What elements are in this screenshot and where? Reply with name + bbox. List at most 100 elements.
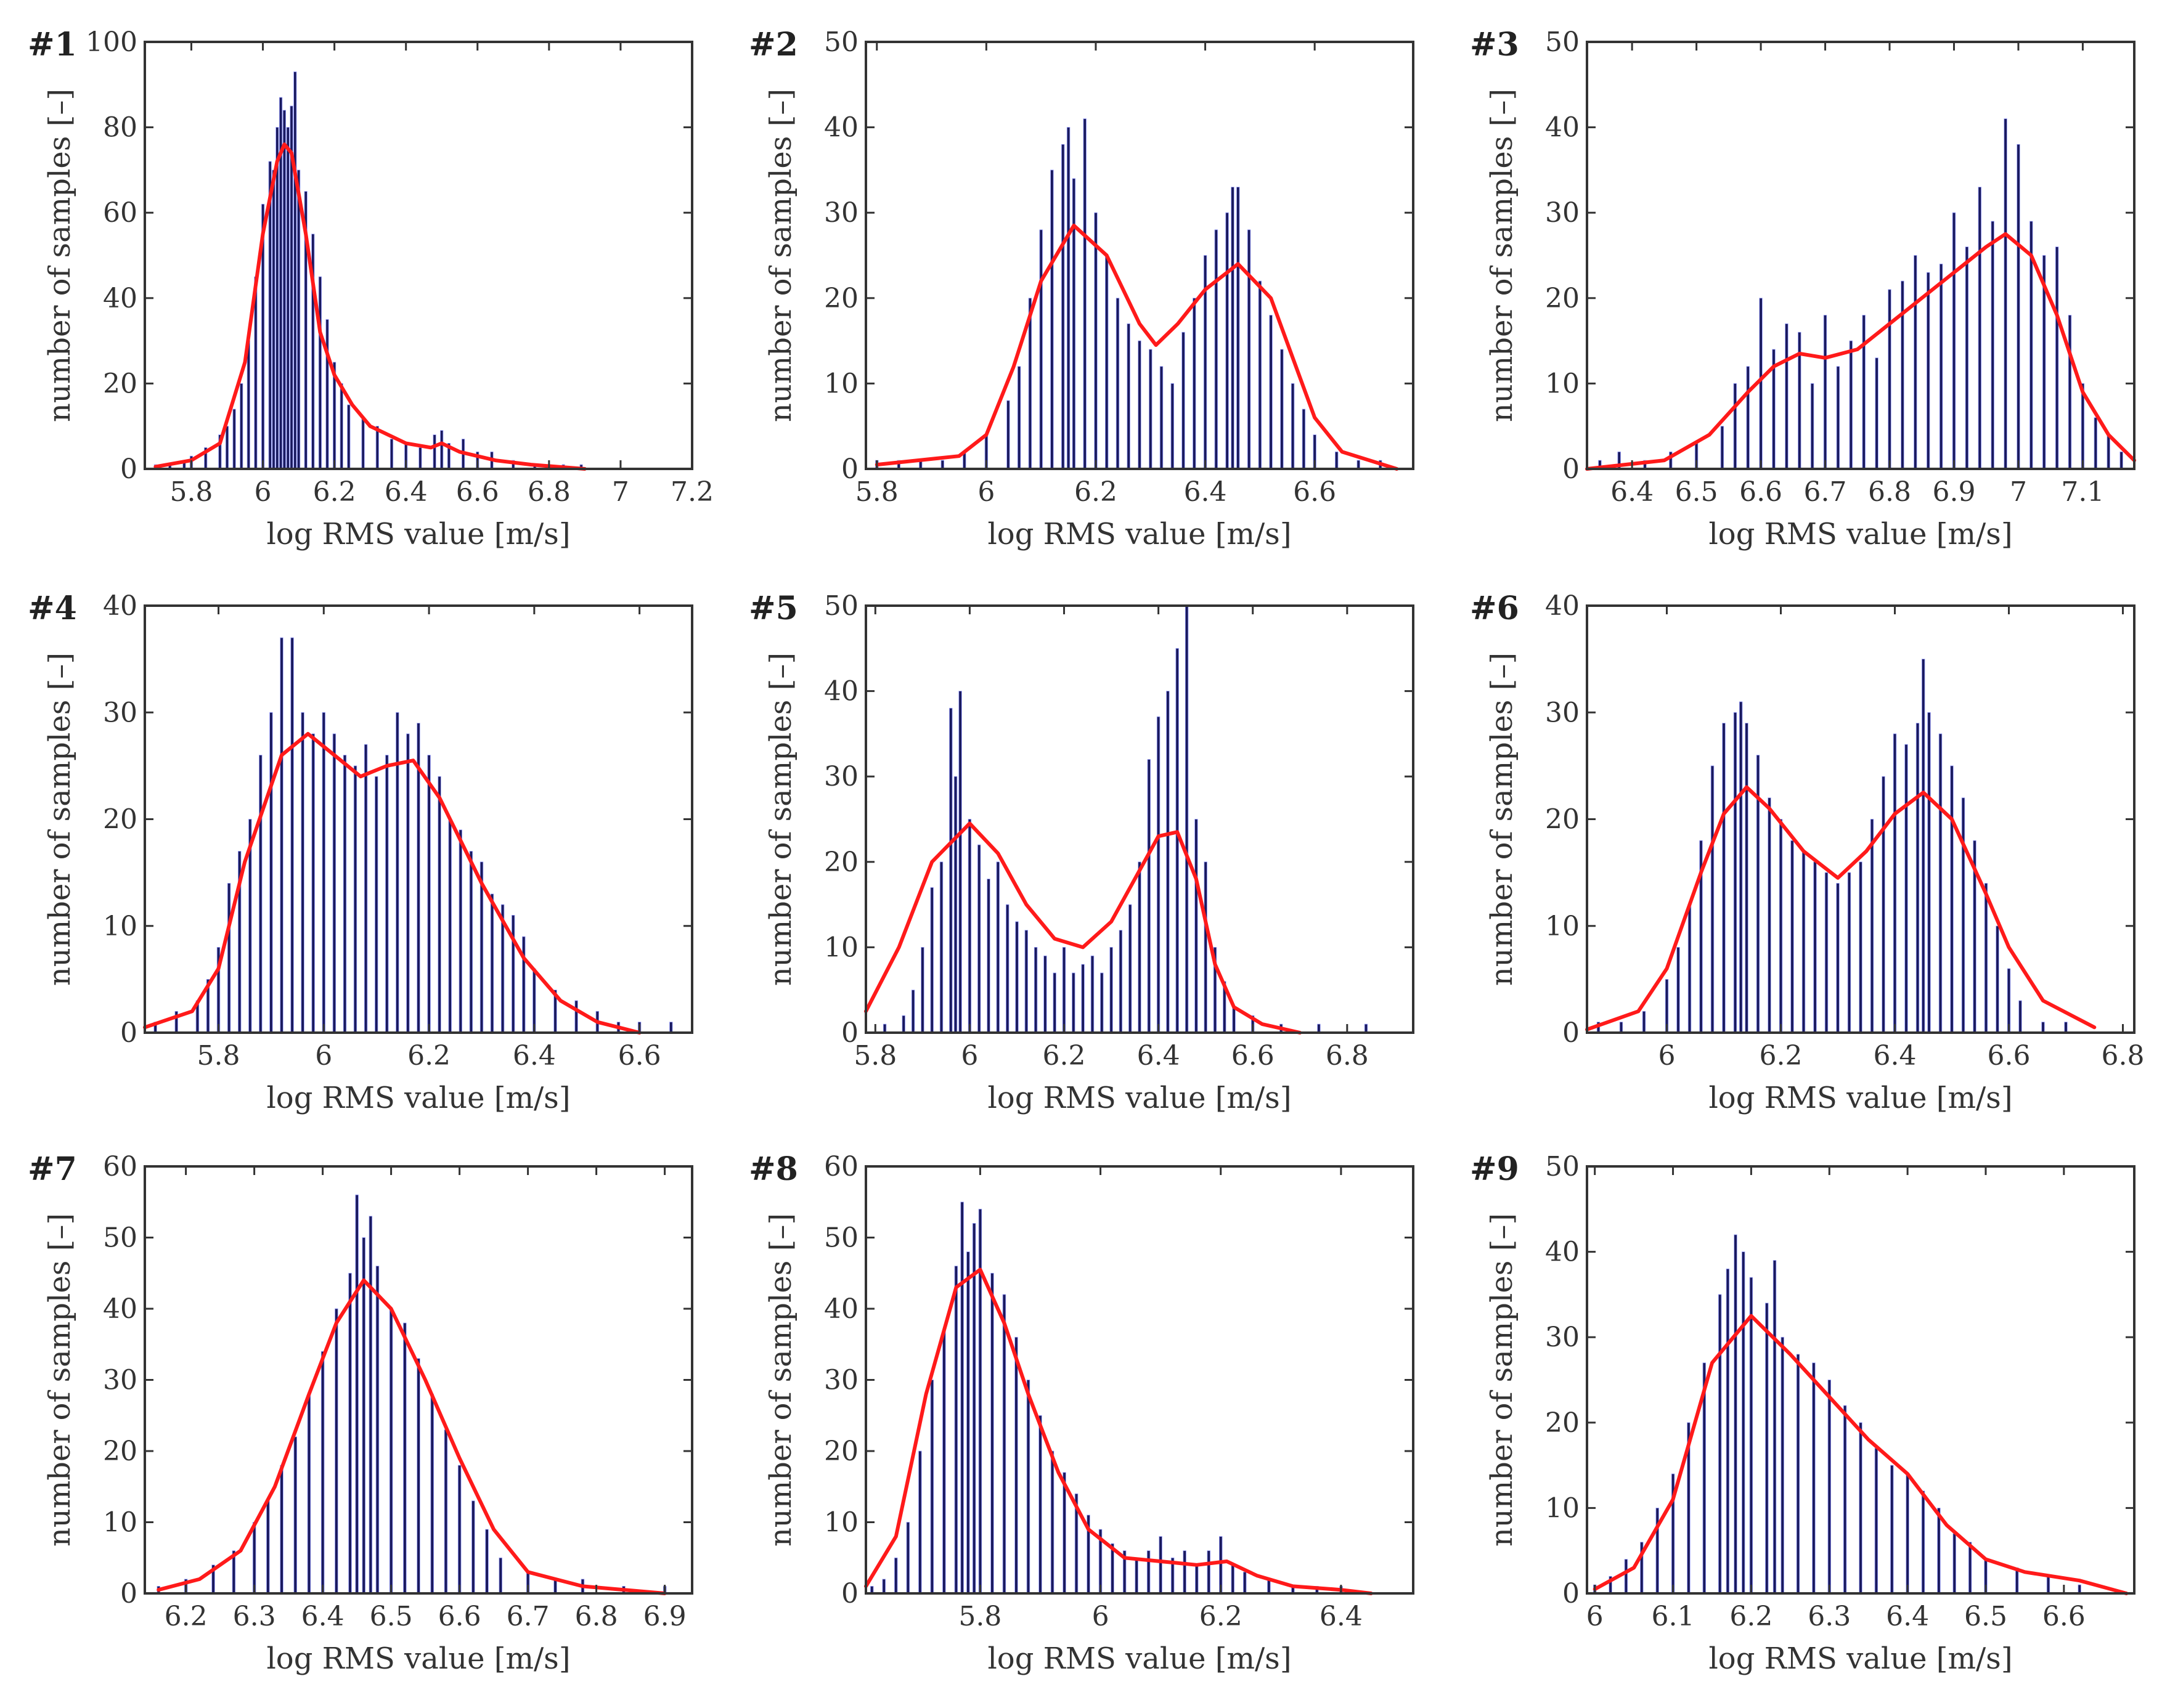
histogram-bar: [1083, 118, 1087, 470]
histogram-bar: [1687, 904, 1692, 1033]
histogram-bar: [1843, 1405, 1847, 1594]
histogram-bar: [1781, 1336, 1784, 1594]
y-tick-label: 20: [824, 283, 859, 314]
histogram-bar: [1749, 1277, 1753, 1594]
histogram-bar: [883, 1023, 887, 1033]
histogram-bar: [949, 707, 953, 1033]
histogram-bar: [1072, 178, 1076, 470]
x-tick-label: 5.8: [854, 1040, 897, 1072]
y-tick-label: 40: [824, 1293, 859, 1325]
histogram-bar: [1135, 1557, 1138, 1594]
x-tick-label: 5.8: [197, 1040, 240, 1072]
x-tick-label: 6: [1092, 1601, 1109, 1632]
histogram-bar: [332, 733, 337, 1033]
histogram-bar: [1232, 1007, 1236, 1033]
y-tick-label: 100: [86, 26, 137, 58]
histogram-bar: [1364, 1023, 1368, 1033]
histogram-bar: [406, 733, 410, 1033]
histogram-bar: [1739, 701, 1743, 1033]
y-tick-label: 40: [824, 676, 859, 707]
histogram-bar: [293, 71, 297, 470]
histogram-bar: [375, 776, 378, 1033]
x-tick-label: 6: [255, 476, 272, 508]
x-tick-label: 6.7: [507, 1601, 550, 1632]
histogram-bar: [1624, 1559, 1628, 1594]
x-tick-label: 6.6: [2042, 1601, 2086, 1632]
histogram-bar: [355, 1194, 359, 1594]
histogram-bar: [240, 383, 243, 470]
x-tick-label: 6.4: [1610, 476, 1654, 508]
histogram-bar: [1258, 280, 1262, 470]
histogram-bar: [987, 879, 990, 1033]
histogram-bar: [1893, 733, 1897, 1033]
histogram-bar: [1181, 331, 1185, 470]
histogram-bar: [906, 1522, 910, 1594]
histogram-bar: [1927, 712, 1931, 1033]
histogram-bar: [942, 1330, 946, 1594]
histogram-bar: [1984, 883, 1988, 1033]
plot-frame: [865, 604, 1414, 1034]
panel-number-label: #8: [749, 1150, 798, 1188]
chart-panel-2: 5.8 6 6.2 6.4 6.6 0 10 20 30 40 50 log RMS value [m…: [749, 26, 1414, 551]
histogram-bar: [1053, 972, 1056, 1033]
histogram-bar: [385, 755, 389, 1033]
histogram-bar: [272, 169, 275, 470]
histogram-bar: [2017, 144, 2020, 470]
y-tick-label: 10: [1545, 911, 1580, 942]
x-tick-label: 6.2: [165, 1601, 208, 1632]
plot-frame: [865, 41, 1414, 470]
histogram-bar: [669, 1022, 673, 1033]
x-tick-label: 6.6: [1293, 476, 1336, 508]
histogram-bar: [978, 1208, 982, 1594]
histogram-bar: [1870, 819, 1874, 1033]
histogram-bar: [1965, 246, 1969, 470]
histogram-bar: [353, 765, 357, 1033]
kde-curve: [153, 142, 587, 471]
y-tick-label: 20: [103, 1436, 137, 1467]
histogram-bar: [1952, 212, 1956, 470]
histogram-bar: [953, 776, 958, 1033]
x-tick-label: 6: [1586, 1601, 1604, 1632]
histogram-bar: [2068, 315, 2072, 470]
y-axis-label: number of samples [–]: [1485, 653, 1519, 986]
histogram-bar: [1050, 169, 1054, 470]
kde-curve: [864, 821, 1302, 1035]
y-tick-label: 20: [103, 804, 137, 836]
histogram-bar: [1024, 930, 1028, 1033]
histogram-bar: [1890, 1465, 1894, 1594]
histogram-bar: [1039, 229, 1043, 470]
y-tick-label: 10: [103, 911, 137, 942]
histogram-bar: [1952, 1533, 1956, 1594]
histogram-bar: [340, 383, 343, 470]
x-tick-label: 6.4: [1184, 476, 1227, 508]
histogram-bar: [1862, 315, 1866, 470]
histogram-bar: [1356, 460, 1360, 470]
histogram-bar: [1185, 605, 1189, 1033]
x-tick-label: 6.8: [528, 476, 571, 508]
y-tick-label: 10: [824, 368, 859, 399]
histogram-bar: [1204, 861, 1207, 1033]
histogram-bar: [275, 127, 279, 470]
histogram-bar: [1823, 315, 1827, 470]
histogram-bar: [2119, 451, 2123, 470]
y-tick-label: 60: [824, 1151, 859, 1182]
histogram-bar: [364, 744, 368, 1033]
panel-number-label: #2: [749, 26, 798, 63]
histogram-bar: [972, 1223, 976, 1594]
x-axis-label: log RMS value [m/s]: [1708, 517, 2012, 551]
panel-number-label: #9: [1470, 1150, 1519, 1188]
histogram-bar: [1334, 451, 1339, 470]
kde-curve: [864, 1267, 1373, 1595]
x-tick-label: 6.4: [301, 1601, 345, 1632]
plot-frame: [1586, 1165, 2135, 1595]
histogram-bar: [1836, 366, 1840, 470]
histogram-bar: [433, 434, 436, 470]
x-tick-label: 6.2: [1760, 1040, 1803, 1072]
chart-panel-6: 6 6.2 6.4 6.6 6.8 0 10 20 30 40 log RMS value [m/s…: [1470, 590, 2144, 1115]
histogram-bar: [280, 637, 284, 1033]
histogram-bar: [1785, 323, 1789, 470]
histogram-bar: [318, 276, 322, 470]
histogram-bar: [1733, 712, 1737, 1033]
histogram-bar: [232, 409, 236, 470]
